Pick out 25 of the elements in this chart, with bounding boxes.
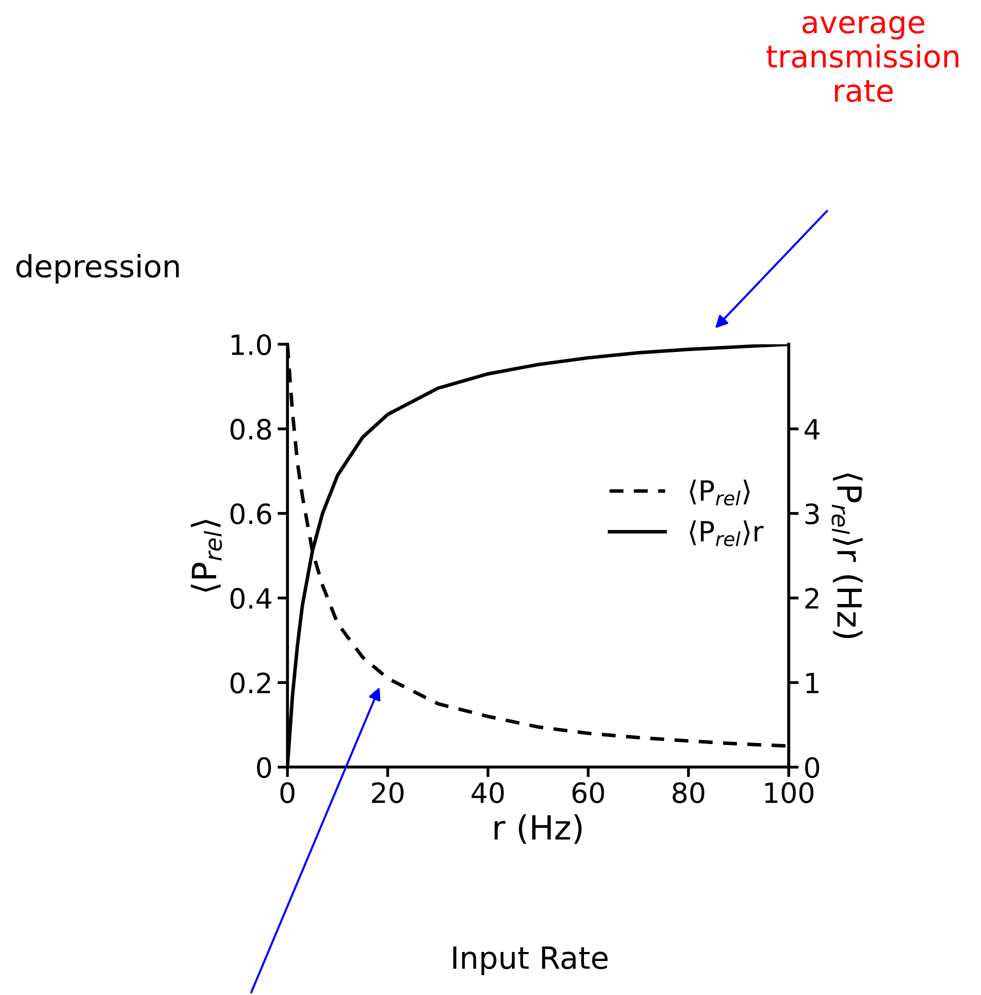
y-tick-label: 0.8	[230, 418, 271, 440]
y2-tick-label: 3	[805, 503, 819, 524]
text: Input Rate	[453, 946, 608, 976]
text: depression	[16, 254, 179, 284]
y2-tick-label: 2	[805, 588, 818, 609]
x-tick-label: 20	[372, 782, 404, 804]
y-tick-label: 0.4	[230, 588, 272, 609]
legend-label: ⟨P$_{rel}$⟩r	[690, 520, 764, 546]
y-tick-label: 0.2	[230, 672, 270, 694]
y-tick-label: 0	[257, 757, 272, 778]
x-tick-label: 100	[765, 782, 814, 804]
legend-label: ⟨P$_{rel}$⟩	[690, 480, 750, 506]
y-tick-label: 0.6	[230, 503, 272, 524]
x-tick-label: 80	[672, 782, 704, 804]
x-axis-title: r (Hz)	[494, 814, 582, 844]
y-tick-label: 1.0	[232, 334, 272, 356]
x-tick-label: 40	[472, 782, 504, 804]
x-tick-label: 0	[280, 782, 294, 804]
y2-axis-title: ⟨P$_{rel}$⟩r (Hz)	[832, 473, 863, 638]
x-tick-label: 60	[572, 782, 604, 804]
text: average transmission rate	[766, 16, 958, 102]
y2-tick-label: 4	[804, 419, 820, 440]
y-axis-title: ⟨P$_{rel}$⟩	[190, 520, 222, 592]
y2-tick-label: 0	[805, 757, 820, 778]
y2-tick-label: 1	[806, 672, 818, 694]
